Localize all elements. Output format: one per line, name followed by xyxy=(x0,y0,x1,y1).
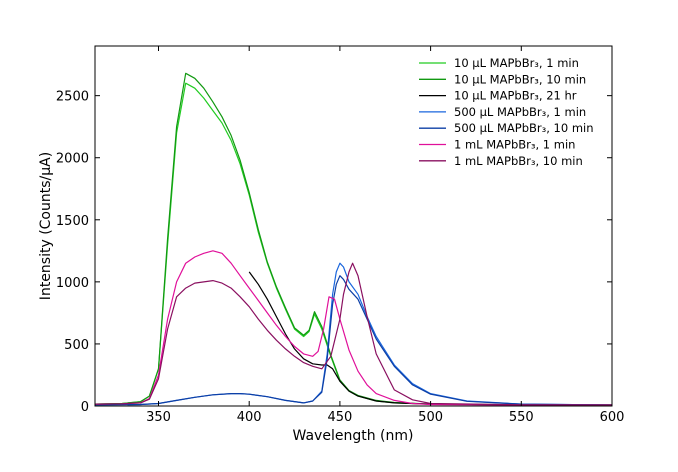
legend-label-6: 1 mL MAPbBr₃, 10 min xyxy=(454,154,583,168)
x-tick-label: 550 xyxy=(509,410,534,425)
x-tick-label: 450 xyxy=(327,410,352,425)
x-tick-label: 500 xyxy=(418,410,443,425)
y-axis-label: Intensity (Counts/μA) xyxy=(38,152,54,300)
series-layer xyxy=(94,72,613,406)
legend-label-2: 10 μL MAPbBr₃, 21 hr xyxy=(454,89,577,103)
legend-label-0: 10 μL MAPbBr₃, 1 min xyxy=(454,56,579,70)
y-tick-label: 500 xyxy=(64,338,89,353)
x-tick-label: 400 xyxy=(237,410,262,425)
axes-layer: 350 400 450 500 550 600 0 500 1000 1500 2000 2500 xyxy=(56,46,625,425)
y-tick-label: 2000 xyxy=(56,152,89,167)
y-tick-label: 1500 xyxy=(56,214,89,229)
legend: 10 μL MAPbBr₃, 1 min 10 μL MAPbBr₃, 10 mi… xyxy=(419,56,594,168)
legend-label-4: 500 μL MAPbBr₃, 10 min xyxy=(454,121,594,135)
y-tick-label: 1000 xyxy=(56,276,89,291)
legend-label-5: 1 mL MAPbBr₃, 1 min xyxy=(454,138,575,152)
y-tick-label: 2500 xyxy=(56,90,89,105)
series-line-6 xyxy=(94,262,613,406)
x-tick-label: 600 xyxy=(600,410,625,425)
series-line-5 xyxy=(94,250,612,406)
series-line-2 xyxy=(248,271,613,406)
plot-frame xyxy=(94,45,613,407)
series-line-3 xyxy=(94,262,613,406)
x-axis-label: Wavelength (nm) xyxy=(293,428,414,444)
x-tick-label: 350 xyxy=(146,410,171,425)
y-tick-label: 0 xyxy=(81,400,89,415)
series-line-4 xyxy=(94,275,613,406)
legend-label-3: 500 μL MAPbBr₃, 1 min xyxy=(454,105,586,119)
legend-label-1: 10 μL MAPbBr₃, 10 min xyxy=(454,72,586,86)
